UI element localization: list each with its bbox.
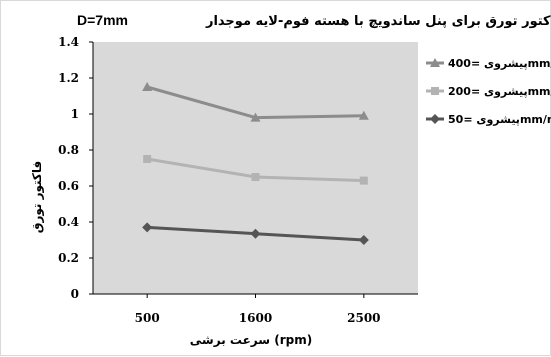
series-2	[143, 155, 368, 185]
data-point	[143, 155, 152, 163]
y-axis-label: فاکتور تورق	[30, 161, 45, 234]
y-tick-label: 0.4	[58, 215, 79, 229]
legend-marker	[430, 114, 440, 124]
legend-marker	[430, 58, 440, 67]
data-point	[250, 228, 261, 239]
data-point	[250, 112, 261, 122]
chart-title: فاکتور تورق برای پنل ساندویچ با هسته فوم…	[205, 14, 551, 29]
plot-area	[93, 42, 418, 294]
series-3	[142, 222, 369, 245]
legend-item: پیشروی =400mm/min	[426, 57, 551, 70]
x-tick-label: 2500	[347, 311, 380, 325]
axes	[89, 41, 418, 298]
y-tick-label: 0.2	[58, 251, 79, 265]
data-point	[251, 173, 260, 181]
x-axis-label: سرعت برشی (rpm)	[190, 333, 312, 347]
legend: پیشروی =400mm/min پیشروی =200mm/min پیشروی…	[426, 57, 551, 126]
y-tick-label: 0.8	[58, 143, 79, 157]
data-point	[358, 110, 369, 120]
series-1	[142, 82, 369, 122]
data-point	[359, 176, 368, 185]
legend-item: پیشروی =50mm/min	[426, 113, 551, 126]
y-tick-label: 0.6	[58, 179, 79, 193]
chart-subtitle: D=7mm	[77, 12, 128, 28]
x-tick-label: 1600	[239, 311, 272, 325]
y-tick-label: 1.4	[58, 35, 79, 49]
data-point	[358, 235, 369, 245]
legend-label: پیشروی =400mm/min	[448, 57, 551, 70]
tick-labels: 0 0.2 0.4 0.6 0.8 1 1.2 1.4 500 1600 2500	[58, 35, 380, 325]
y-tick-label: 1	[71, 107, 79, 121]
data-point	[142, 222, 153, 233]
y-tick-label: 0	[71, 287, 79, 301]
series-layer	[142, 82, 369, 245]
data-point	[142, 82, 153, 91]
legend-label: پیشروی =50mm/min	[448, 113, 551, 126]
y-tick-label: 1.2	[58, 71, 79, 85]
legend-label: پیشروی =200mm/min	[448, 85, 551, 98]
legend-item: پیشروی =200mm/min	[426, 85, 551, 98]
legend-marker	[431, 87, 439, 95]
x-tick-label: 500	[135, 311, 160, 325]
